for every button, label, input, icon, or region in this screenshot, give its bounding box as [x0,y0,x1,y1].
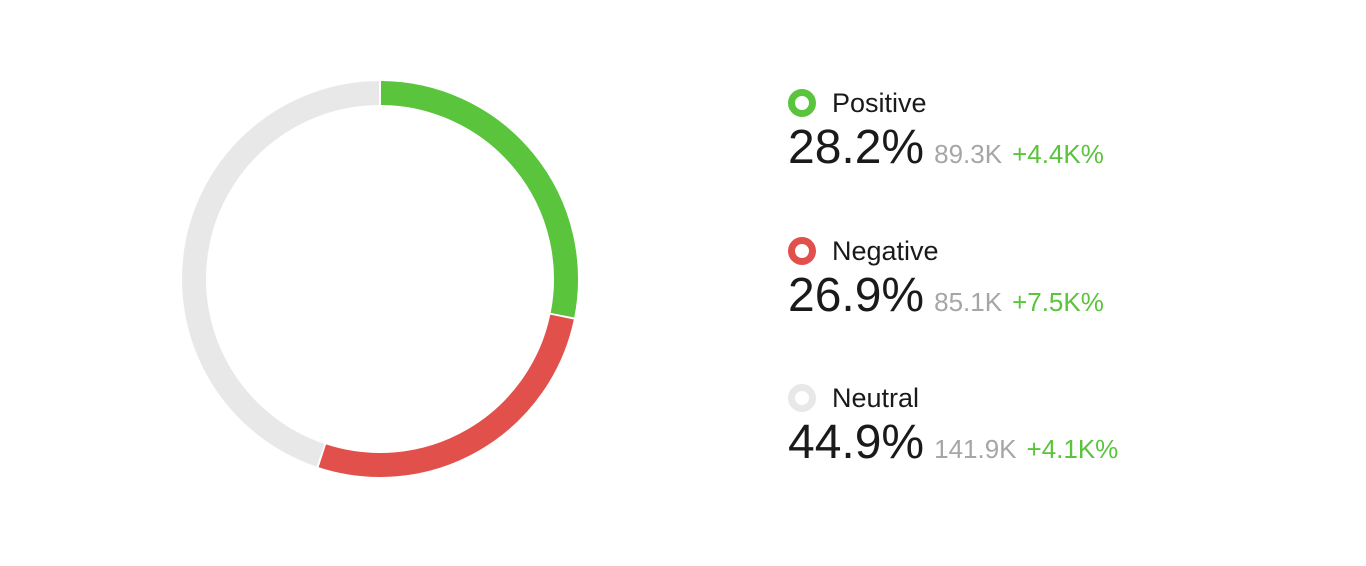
count-positive: 89.3K [934,139,1003,169]
change-positive: +4.4K% [1012,139,1104,169]
legend-label-neutral: Neutral [832,383,920,413]
count-negative: 85.1K [934,287,1003,317]
percent-neutral: 44.9% [788,416,925,469]
percent-positive: 28.2% [788,121,925,174]
legend-label-positive: Positive [832,88,927,118]
donut-slice-neutral [182,81,380,467]
positive-marker-icon [788,89,816,117]
change-negative: +7.5K% [1012,287,1104,317]
count-neutral: 141.9K [934,434,1017,464]
change-neutral: +4.1K% [1026,434,1119,464]
donut-chart [182,81,578,477]
donut-slice-negative [318,314,574,477]
percent-negative: 26.9% [788,269,925,322]
neutral-marker-icon [788,384,816,412]
negative-marker-icon [788,237,816,265]
legend-item-neutral: Neutral 44.9% 141.9K +4.1K% [788,381,1118,471]
legend-item-positive: Positive 28.2% 89.3K +4.4K% [788,86,1104,176]
legend-label-negative: Negative [832,236,939,266]
donut-slice-positive [380,81,578,318]
legend-item-negative: Negative 26.9% 85.1K +7.5K% [788,234,1104,324]
